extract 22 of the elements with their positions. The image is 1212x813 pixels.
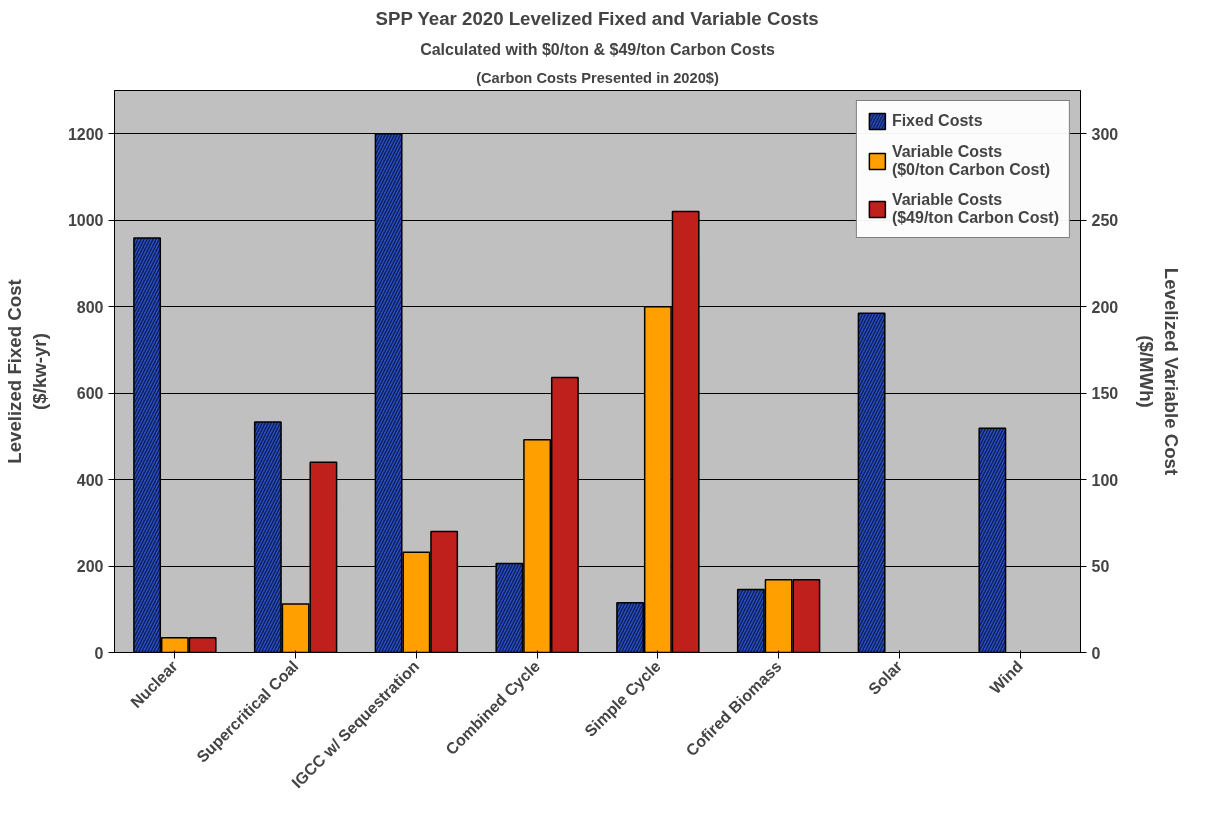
legend-label: Fixed Costs xyxy=(891,111,983,131)
y2-tick-label: 250 xyxy=(1091,212,1119,230)
legend-label: Variable Costs ($0/ton Carbon Cost) xyxy=(891,143,1051,179)
chart-title: SPP Year 2020 Levelized Fixed and Variable Costs xyxy=(375,7,819,29)
y2-tick-label: 100 xyxy=(1091,471,1119,489)
y-tick-label: 600 xyxy=(76,385,104,403)
y2-axis-title: Levelized Variable Cost ($/MWh) xyxy=(1136,267,1183,476)
y-tick-label: 1200 xyxy=(67,125,104,143)
y2-tick-label: 50 xyxy=(1091,558,1110,576)
y-axis-title: Levelized Fixed Cost ($/kw-yr) xyxy=(3,279,50,464)
y-tick-label: 1000 xyxy=(67,212,104,230)
y-tick-label: 0 xyxy=(94,644,104,662)
y-tick-label: 800 xyxy=(76,298,104,316)
text: (Carbon Costs Presented in 2020$) xyxy=(476,69,719,86)
y2-tick-label: 200 xyxy=(1091,298,1119,316)
legend-label: Variable Costs ($49/ton Carbon Cost) xyxy=(891,191,1059,227)
y-tick-label: 200 xyxy=(76,558,104,576)
y2-tick-label: 150 xyxy=(1091,385,1119,403)
chart-subtitle: Calculated with $0/ton & $49/ton Carbon Costs xyxy=(420,40,775,58)
y2-tick-label: 0 xyxy=(1091,644,1101,662)
y2-tick-label: 300 xyxy=(1091,125,1119,143)
y-tick-label: 400 xyxy=(76,471,104,489)
